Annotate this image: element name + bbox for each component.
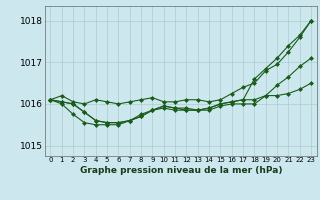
X-axis label: Graphe pression niveau de la mer (hPa): Graphe pression niveau de la mer (hPa) [80,166,282,175]
